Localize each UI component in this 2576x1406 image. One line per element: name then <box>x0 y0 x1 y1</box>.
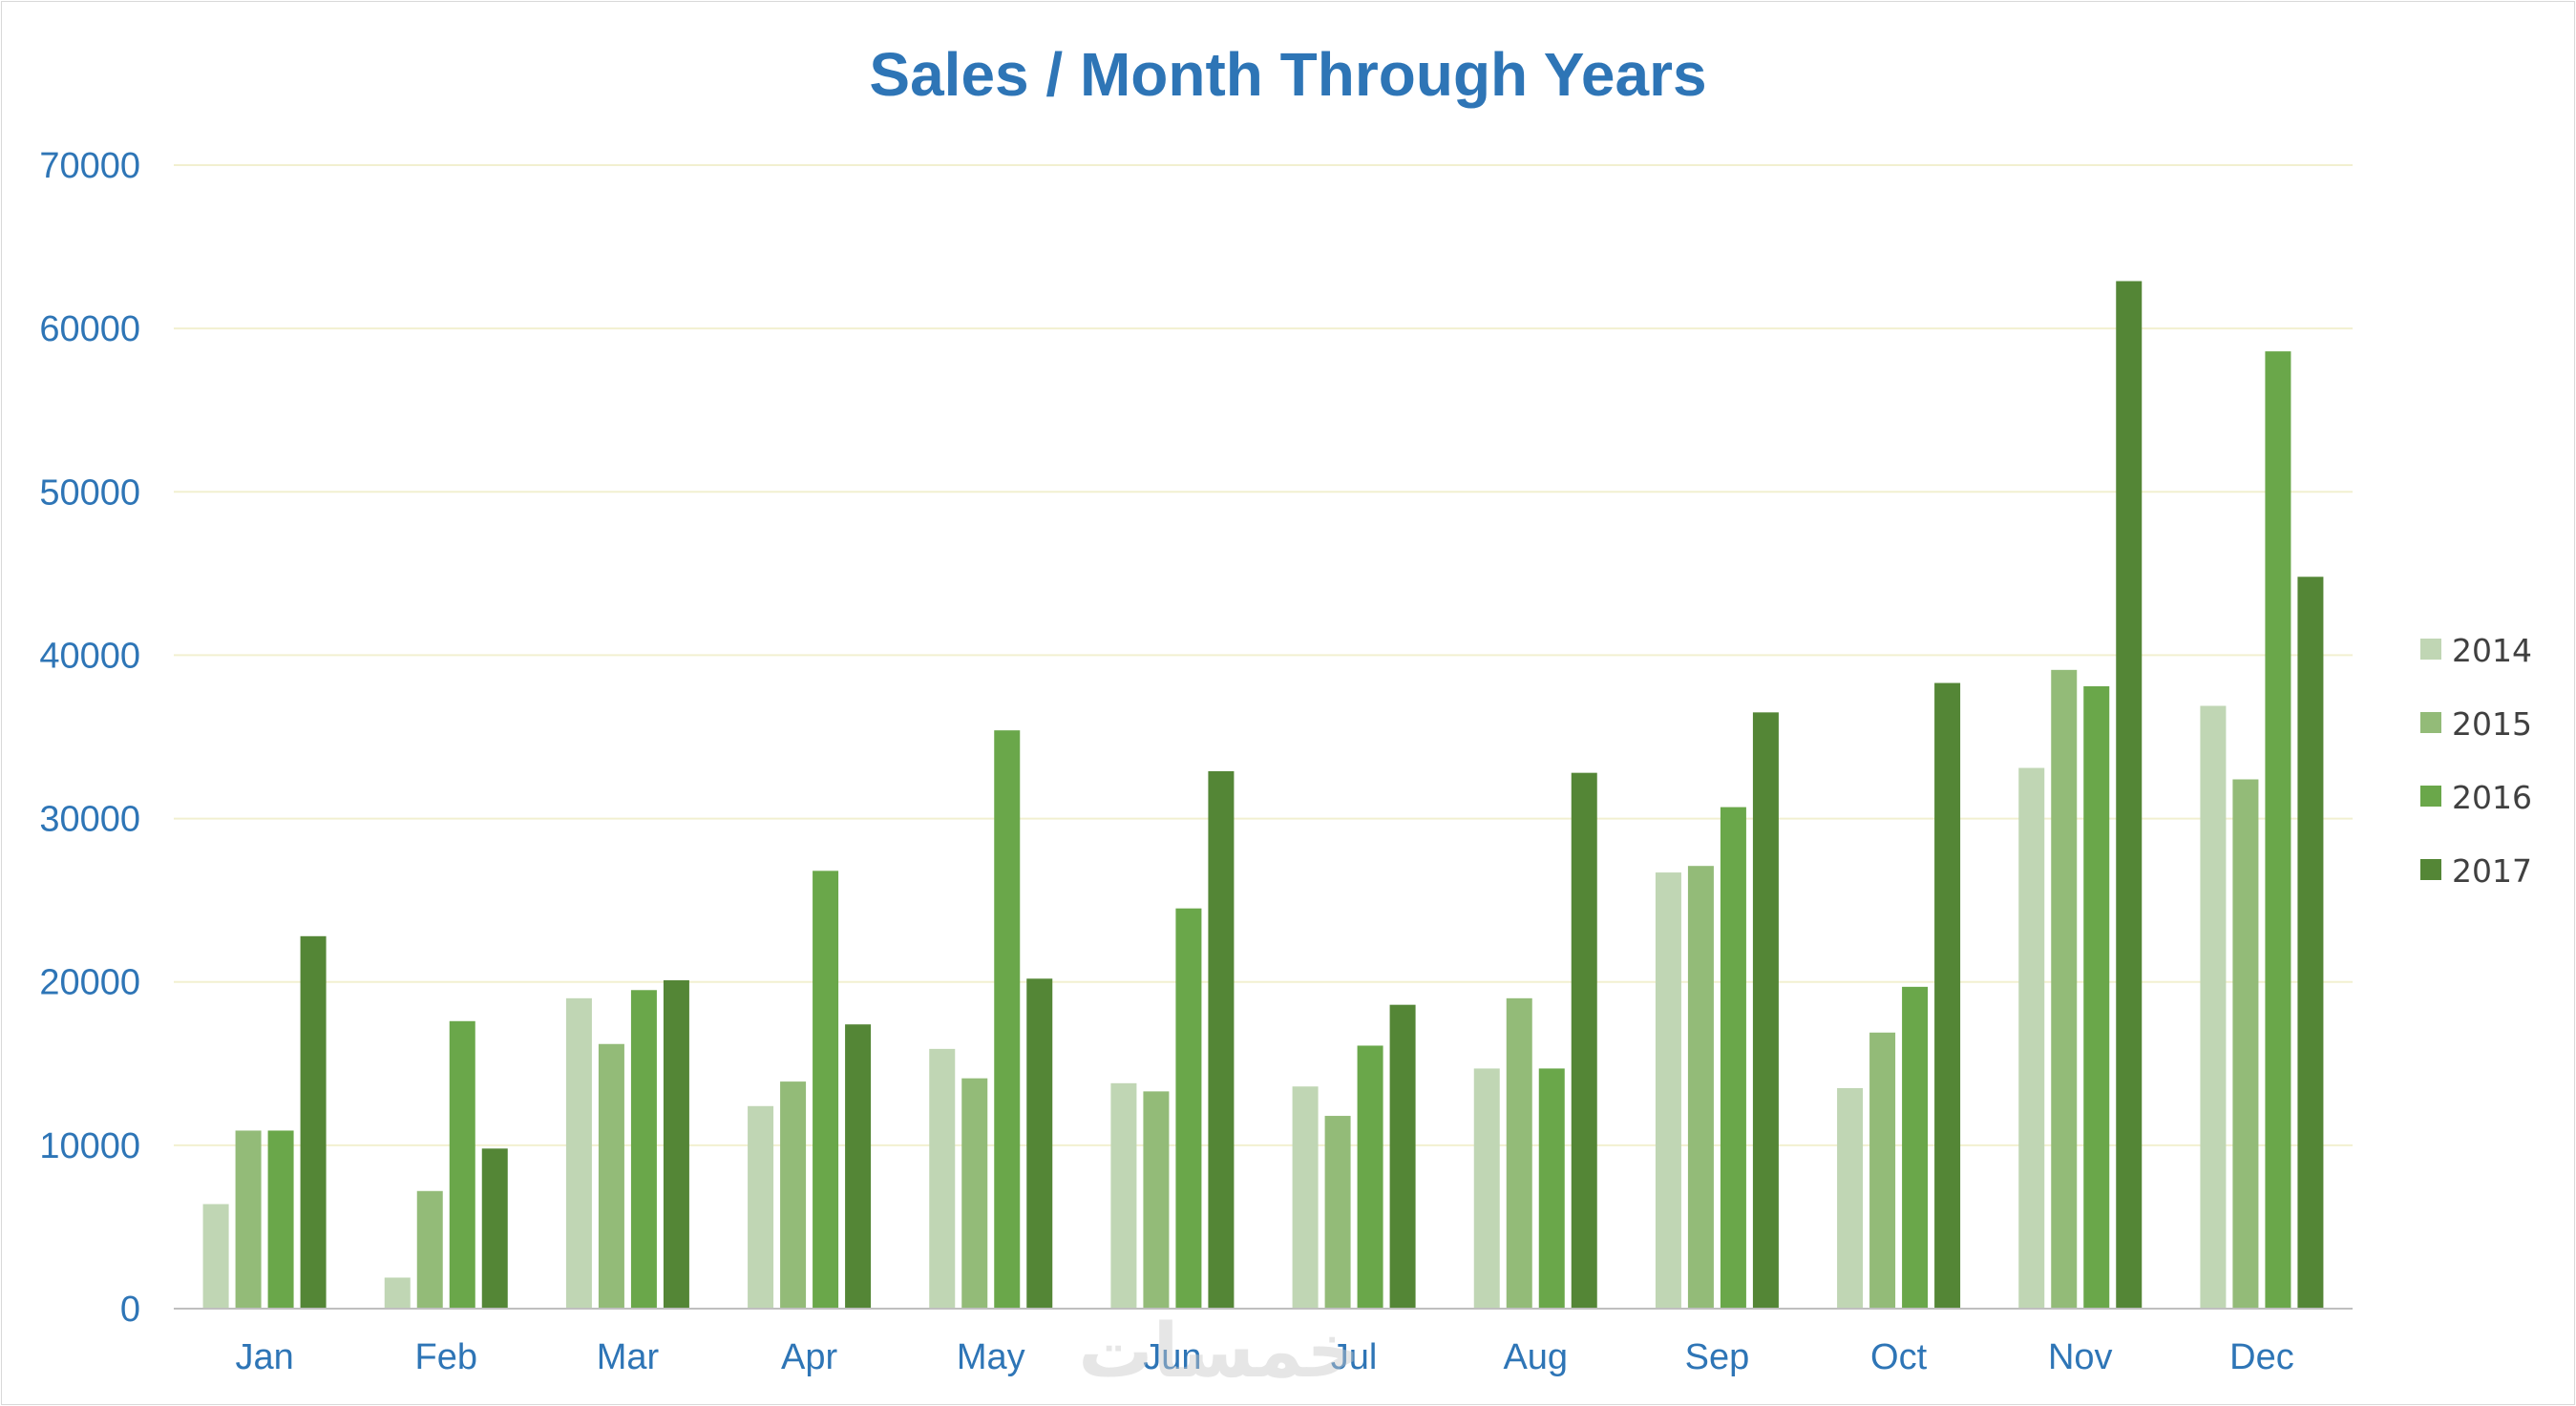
bar-apr-2014 <box>748 1105 774 1309</box>
gridlines <box>174 164 2353 1146</box>
bar-nov-2016 <box>2083 685 2110 1309</box>
bar-feb-2014 <box>384 1277 411 1309</box>
x-tick-label: Oct <box>1870 1337 1928 1377</box>
legend-label-2017: 2017 <box>2452 852 2532 890</box>
bars <box>202 281 2324 1309</box>
legend-swatch-2014 <box>2420 639 2441 660</box>
x-tick-label: Dec <box>2229 1337 2294 1377</box>
bar-jul-2016 <box>1357 1045 1383 1309</box>
bar-jan-2014 <box>202 1204 229 1309</box>
legend-label-2014: 2014 <box>2452 632 2532 669</box>
x-tick-label: May <box>957 1337 1025 1377</box>
x-tick-label: Jan <box>235 1337 293 1377</box>
bar-oct-2015 <box>1869 1032 1896 1309</box>
legend-swatch-2016 <box>2420 786 2441 807</box>
y-tick-label: 40000 <box>39 636 140 676</box>
bar-mar-2015 <box>598 1043 624 1309</box>
bar-oct-2017 <box>1934 682 1961 1309</box>
bar-mar-2016 <box>630 990 657 1309</box>
bar-dec-2017 <box>2297 577 2324 1309</box>
bar-dec-2015 <box>2232 779 2259 1309</box>
bar-aug-2017 <box>1571 772 1597 1309</box>
y-tick-label: 50000 <box>39 472 140 513</box>
bar-jun-2014 <box>1110 1082 1137 1309</box>
x-axis: Jan Feb Mar Apr May Jun Jul Aug Sep Oct Nov Dec <box>235 1337 2293 1377</box>
x-tick-label: Feb <box>415 1337 477 1377</box>
legend-swatch-2017 <box>2420 859 2441 880</box>
bar-sep-2015 <box>1687 866 1714 1309</box>
bar-jul-2015 <box>1324 1116 1351 1309</box>
x-tick-label: Aug <box>1503 1337 1568 1377</box>
bar-feb-2017 <box>481 1148 508 1309</box>
y-tick-label: 20000 <box>39 963 140 1003</box>
x-tick-label: Jun <box>1143 1337 1201 1377</box>
bar-may-2017 <box>1026 978 1053 1309</box>
bar-may-2014 <box>929 1048 956 1309</box>
bar-mar-2017 <box>663 980 689 1309</box>
bar-jun-2017 <box>1208 770 1235 1309</box>
x-tick-label: Sep <box>1685 1337 1750 1377</box>
bar-may-2015 <box>961 1078 988 1309</box>
y-axis: 0 10000 20000 30000 40000 50000 60000 70000 <box>39 146 140 1330</box>
bar-aug-2016 <box>1538 1068 1565 1309</box>
legend-label-2016: 2016 <box>2452 779 2532 816</box>
bar-apr-2015 <box>780 1081 807 1309</box>
bar-apr-2016 <box>813 871 839 1309</box>
bar-feb-2015 <box>416 1190 443 1309</box>
x-tick-label: Jul <box>1331 1337 1378 1377</box>
chart-title: Sales / Month Through Years <box>869 40 1706 109</box>
legend-label-2015: 2015 <box>2452 705 2532 743</box>
bar-nov-2017 <box>2116 281 2143 1309</box>
y-tick-label: 60000 <box>39 309 140 349</box>
bar-nov-2015 <box>2051 669 2078 1309</box>
bar-sep-2017 <box>1752 712 1779 1309</box>
bar-jan-2017 <box>300 935 327 1309</box>
bar-oct-2014 <box>1837 1087 1864 1309</box>
bar-nov-2014 <box>2018 767 2045 1309</box>
bar-aug-2014 <box>1473 1068 1500 1309</box>
bar-dec-2016 <box>2265 351 2291 1309</box>
bar-mar-2014 <box>565 997 592 1309</box>
bar-feb-2016 <box>449 1020 475 1309</box>
bar-sep-2016 <box>1720 807 1746 1309</box>
y-tick-label: 70000 <box>39 146 140 186</box>
bar-jan-2015 <box>235 1130 262 1309</box>
y-tick-label: 0 <box>120 1290 140 1330</box>
bar-jul-2017 <box>1389 1004 1416 1309</box>
x-tick-label: Mar <box>597 1337 660 1377</box>
y-tick-label: 30000 <box>39 800 140 840</box>
bar-jun-2015 <box>1143 1091 1170 1309</box>
watermark: خمسات <box>1078 1309 1361 1395</box>
y-tick-label: 10000 <box>39 1126 140 1166</box>
bar-apr-2017 <box>845 1024 872 1309</box>
bar-jul-2014 <box>1292 1086 1319 1309</box>
legend-swatch-2015 <box>2420 712 2441 733</box>
x-tick-label: Apr <box>781 1337 837 1377</box>
legend: 2014 2015 2016 2017 <box>2420 632 2532 890</box>
bar-aug-2015 <box>1506 997 1532 1309</box>
bar-dec-2014 <box>2200 705 2227 1309</box>
x-tick-label: Nov <box>2048 1337 2113 1377</box>
bar-jun-2016 <box>1175 908 1202 1309</box>
bar-sep-2014 <box>1655 872 1681 1309</box>
bar-oct-2016 <box>1902 986 1929 1309</box>
bar-may-2016 <box>994 730 1021 1309</box>
bar-jan-2016 <box>267 1130 294 1309</box>
